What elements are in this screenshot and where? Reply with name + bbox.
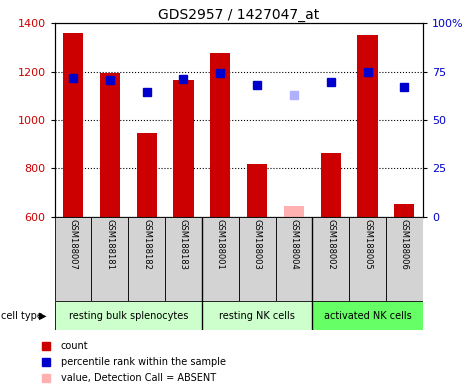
Bar <box>55 301 202 330</box>
Text: percentile rank within the sample: percentile rank within the sample <box>61 357 226 367</box>
Bar <box>202 217 238 301</box>
Bar <box>321 153 341 217</box>
Bar <box>238 217 276 301</box>
Text: GSM188003: GSM188003 <box>253 220 262 270</box>
Text: cell type: cell type <box>1 311 43 321</box>
Text: GSM188002: GSM188002 <box>326 220 335 270</box>
Bar <box>386 217 423 301</box>
Text: value, Detection Call = ABSENT: value, Detection Call = ABSENT <box>61 374 216 384</box>
Bar <box>357 35 378 217</box>
Bar <box>313 301 423 330</box>
Text: GSM188004: GSM188004 <box>289 220 298 270</box>
Text: count: count <box>61 341 89 351</box>
Title: GDS2957 / 1427047_at: GDS2957 / 1427047_at <box>158 8 319 22</box>
Text: GSM188182: GSM188182 <box>142 220 151 270</box>
Bar <box>165 217 202 301</box>
Bar <box>349 217 386 301</box>
Text: GSM188001: GSM188001 <box>216 220 225 270</box>
Text: GSM188006: GSM188006 <box>400 220 409 270</box>
Bar <box>173 80 194 217</box>
Text: GSM188183: GSM188183 <box>179 220 188 270</box>
Bar <box>210 53 230 217</box>
Text: GSM188005: GSM188005 <box>363 220 372 270</box>
Bar <box>313 217 349 301</box>
Bar <box>247 164 267 217</box>
Bar <box>63 33 83 217</box>
Bar <box>276 217 313 301</box>
Bar <box>202 301 313 330</box>
Bar <box>136 133 157 217</box>
Text: resting NK cells: resting NK cells <box>219 311 295 321</box>
Bar <box>128 217 165 301</box>
Bar <box>55 217 91 301</box>
Text: activated NK cells: activated NK cells <box>323 311 411 321</box>
Text: GSM188007: GSM188007 <box>68 220 77 270</box>
Text: ▶: ▶ <box>39 311 47 321</box>
Text: GSM188181: GSM188181 <box>105 220 114 270</box>
Bar <box>284 206 304 217</box>
Bar <box>100 73 120 217</box>
Text: resting bulk splenocytes: resting bulk splenocytes <box>68 311 188 321</box>
Bar <box>91 217 128 301</box>
Bar <box>394 204 415 217</box>
